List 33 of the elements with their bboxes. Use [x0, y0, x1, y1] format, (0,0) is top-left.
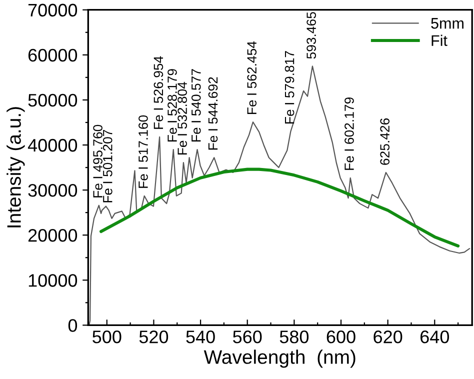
x-tick-label: 640: [420, 330, 450, 344]
y-tick-label: 60000: [28, 48, 78, 62]
y-tick-label: 10000: [28, 274, 78, 287]
x-tick-label: 560: [233, 330, 262, 344]
annotation: Fe I 528.179: [168, 69, 177, 142]
x-tick-label: 540: [186, 330, 215, 344]
annotation: Fe I 532.804: [178, 82, 187, 155]
x-tick-label: 520: [139, 330, 168, 344]
annotation: Fe I 540.577: [191, 69, 201, 142]
legend-label: Fit: [432, 34, 448, 46]
annotation: Fe I 544.692: [208, 77, 218, 150]
y-tick-label: 20000: [28, 229, 78, 242]
legend-label: 5mm: [431, 18, 464, 29]
y-tick-label: 70000: [28, 4, 78, 17]
y-axis-title: Intensity (a.u.): [6, 107, 25, 228]
annotation: Fe I 517.160: [138, 115, 148, 188]
x-tick-label: 620: [374, 330, 402, 344]
x-tick-label: 600: [326, 330, 356, 344]
annotation: 625.426: [380, 118, 390, 165]
y-tick-label: 0: [68, 319, 78, 332]
y-tick-label: 30000: [28, 184, 78, 197]
annotation: Fe I 562.454: [247, 41, 257, 114]
x-tick-label: 500: [92, 330, 122, 344]
x-tick-label: 580: [280, 330, 309, 344]
annotation: Fe I 495.760: [93, 124, 102, 198]
y-tick-label: 50000: [28, 94, 78, 107]
x-axis-title: Wavelength (nm): [204, 350, 356, 368]
annotation: Fe I 579.817: [284, 51, 294, 124]
annotation: Fe I 501.207: [102, 130, 112, 202]
annotation: 593.465: [306, 12, 316, 59]
annotation: Fe I 526.954: [154, 56, 164, 129]
annotation: Fe I 602.179: [344, 97, 354, 170]
y-tick-label: 40000: [28, 138, 78, 152]
